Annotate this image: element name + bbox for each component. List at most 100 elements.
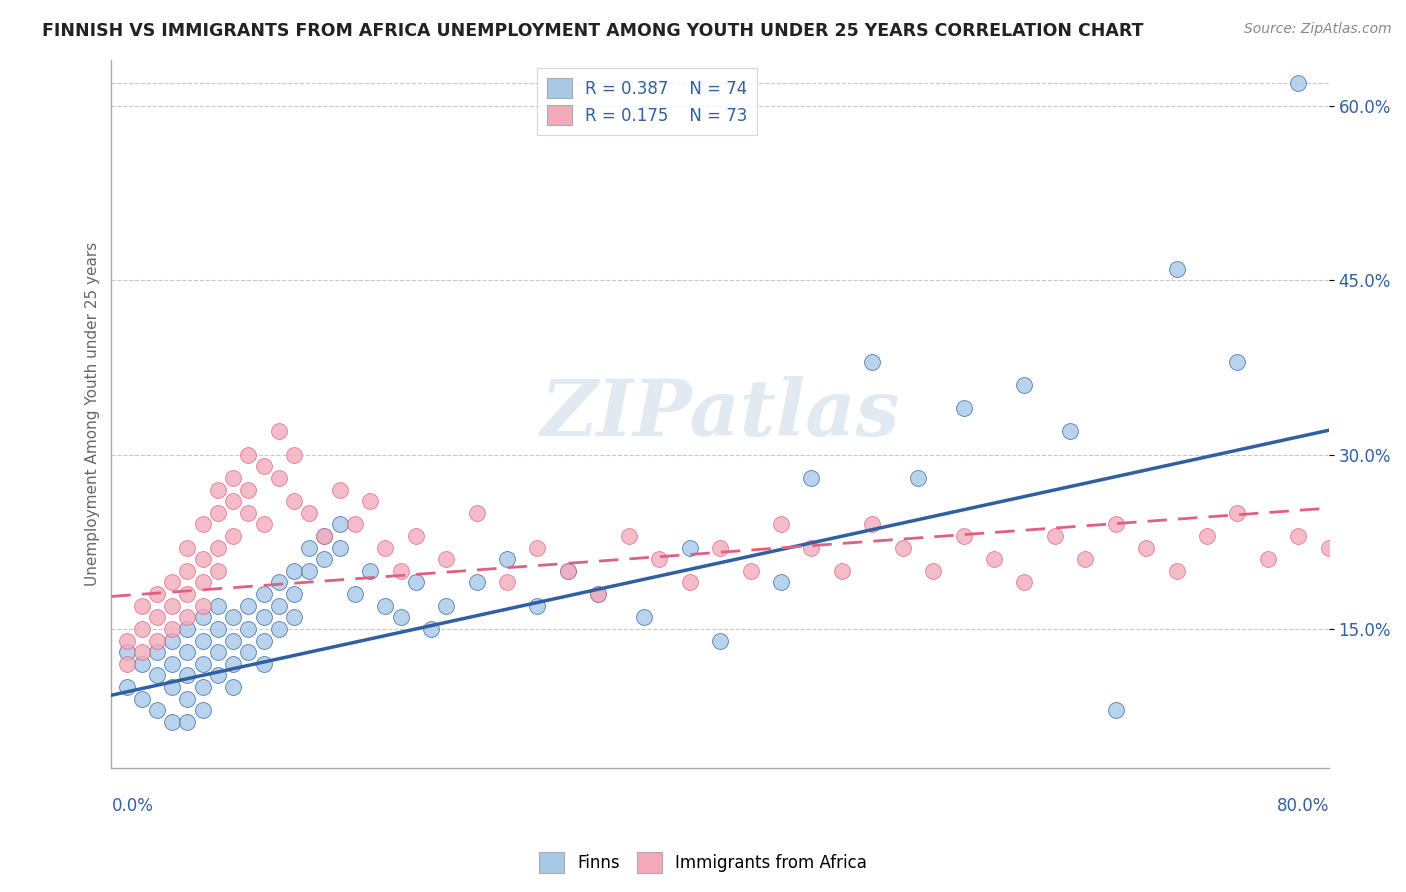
Point <box>283 494 305 508</box>
Point <box>557 564 579 578</box>
Point <box>191 610 214 624</box>
Point <box>176 610 198 624</box>
Point <box>314 529 336 543</box>
Point <box>131 622 153 636</box>
Text: 80.0%: 80.0% <box>1277 797 1329 815</box>
Point <box>1226 355 1249 369</box>
Point <box>207 564 229 578</box>
Point <box>800 541 823 555</box>
Text: ZIPatlas: ZIPatlas <box>540 376 900 452</box>
Text: Source: ZipAtlas.com: Source: ZipAtlas.com <box>1244 22 1392 37</box>
Y-axis label: Unemployment Among Youth under 25 years: Unemployment Among Youth under 25 years <box>86 242 100 586</box>
Point <box>679 541 702 555</box>
Point <box>162 657 184 671</box>
Point <box>176 645 198 659</box>
Legend: R = 0.387    N = 74, R = 0.175    N = 73: R = 0.387 N = 74, R = 0.175 N = 73 <box>537 68 758 136</box>
Point <box>176 541 198 555</box>
Point <box>1286 529 1309 543</box>
Point <box>146 668 169 682</box>
Text: FINNISH VS IMMIGRANTS FROM AFRICA UNEMPLOYMENT AMONG YOUTH UNDER 25 YEARS CORREL: FINNISH VS IMMIGRANTS FROM AFRICA UNEMPL… <box>42 22 1143 40</box>
Point <box>617 529 640 543</box>
Point <box>162 680 184 694</box>
Point <box>1014 378 1036 392</box>
Point <box>222 657 245 671</box>
Point <box>283 610 305 624</box>
Point <box>907 471 929 485</box>
Point <box>267 622 290 636</box>
Point <box>1257 552 1279 566</box>
Point <box>115 645 138 659</box>
Point <box>146 610 169 624</box>
Point <box>207 645 229 659</box>
Point <box>176 714 198 729</box>
Point <box>207 541 229 555</box>
Point <box>267 575 290 590</box>
Point <box>176 691 198 706</box>
Point <box>191 657 214 671</box>
Point <box>434 599 457 613</box>
Point <box>496 575 519 590</box>
Point <box>222 529 245 543</box>
Point <box>709 541 731 555</box>
Point <box>860 355 883 369</box>
Point <box>329 483 352 497</box>
Point <box>648 552 671 566</box>
Point <box>238 483 260 497</box>
Point <box>191 552 214 566</box>
Point <box>238 506 260 520</box>
Legend: Finns, Immigrants from Africa: Finns, Immigrants from Africa <box>533 846 873 880</box>
Point <box>252 657 274 671</box>
Point <box>131 657 153 671</box>
Point <box>1105 517 1128 532</box>
Point <box>1074 552 1097 566</box>
Point <box>238 599 260 613</box>
Point <box>267 471 290 485</box>
Point <box>633 610 655 624</box>
Point <box>465 575 488 590</box>
Point <box>679 575 702 590</box>
Point <box>740 564 762 578</box>
Point <box>207 506 229 520</box>
Point <box>329 541 352 555</box>
Point <box>389 610 412 624</box>
Point <box>252 587 274 601</box>
Point <box>588 587 610 601</box>
Point <box>252 517 274 532</box>
Point <box>298 506 321 520</box>
Point <box>709 633 731 648</box>
Point <box>298 564 321 578</box>
Point <box>952 401 974 416</box>
Point <box>389 564 412 578</box>
Point <box>115 680 138 694</box>
Point <box>222 494 245 508</box>
Point <box>526 541 548 555</box>
Point <box>1166 564 1188 578</box>
Point <box>176 622 198 636</box>
Point <box>207 599 229 613</box>
Point <box>434 552 457 566</box>
Point <box>222 633 245 648</box>
Point <box>769 575 792 590</box>
Point <box>207 483 229 497</box>
Point <box>329 517 352 532</box>
Point <box>891 541 914 555</box>
Point <box>207 622 229 636</box>
Point <box>191 517 214 532</box>
Point <box>131 599 153 613</box>
Point <box>267 425 290 439</box>
Point <box>131 691 153 706</box>
Point <box>191 680 214 694</box>
Point <box>238 448 260 462</box>
Point <box>298 541 321 555</box>
Point <box>1286 76 1309 90</box>
Point <box>283 448 305 462</box>
Point <box>238 645 260 659</box>
Point <box>176 564 198 578</box>
Point <box>115 633 138 648</box>
Point <box>283 587 305 601</box>
Point <box>191 575 214 590</box>
Point <box>1105 703 1128 717</box>
Point <box>359 564 381 578</box>
Point <box>405 575 427 590</box>
Point <box>359 494 381 508</box>
